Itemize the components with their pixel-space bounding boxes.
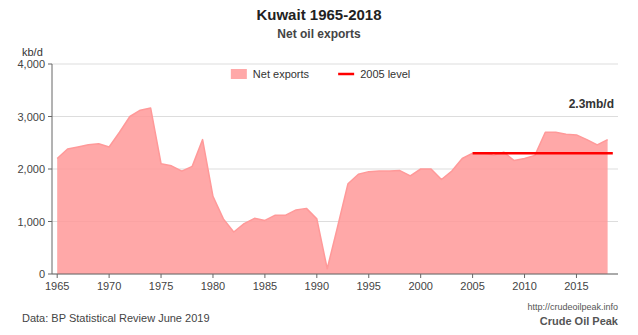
data-note: Data: BP Statistical Review June 2019 xyxy=(22,312,210,324)
x-tick xyxy=(264,274,265,278)
x-tick-label: 1970 xyxy=(97,280,121,292)
x-tick-label: 1985 xyxy=(253,280,277,292)
area xyxy=(57,108,607,274)
x-tick xyxy=(524,274,525,278)
x-tick xyxy=(368,274,369,278)
y-tick xyxy=(48,169,52,170)
x-tick-label: 1975 xyxy=(149,280,173,292)
x-tick xyxy=(576,274,577,278)
y-tick-label: 2,000 xyxy=(17,163,45,175)
x-tick xyxy=(316,274,317,278)
x-tick-label: 2015 xyxy=(564,280,588,292)
subtitle: Net oil exports xyxy=(277,27,361,41)
grid xyxy=(52,64,618,274)
grid-line xyxy=(52,274,618,275)
x-tick xyxy=(212,274,213,278)
x-tick xyxy=(109,274,110,278)
legend-swatch xyxy=(231,69,247,79)
x-tick xyxy=(472,274,473,278)
line xyxy=(473,152,613,155)
x-tick-label: 2005 xyxy=(460,280,484,292)
x-tick xyxy=(420,274,421,278)
x-tick-label: 2010 xyxy=(512,280,536,292)
x-axis-line xyxy=(52,274,618,275)
y-tick-label: 3,000 xyxy=(17,111,45,123)
y-tick-label: 4,000 xyxy=(17,58,45,70)
y-tick xyxy=(48,116,52,117)
x-tick xyxy=(161,274,162,278)
y-tick-label: 0 xyxy=(39,268,45,280)
grid-line xyxy=(52,64,618,65)
y-tick xyxy=(48,64,52,65)
credit: Crude Oil Peak xyxy=(540,315,619,327)
x-tick xyxy=(57,274,58,278)
marks xyxy=(57,108,613,274)
x-tick-label: 1980 xyxy=(201,280,225,292)
x-tick-label: 1965 xyxy=(45,280,69,292)
legend-label: 2005 level xyxy=(360,68,410,80)
legend-swatch xyxy=(338,73,354,76)
title: Kuwait 1965-2018 xyxy=(256,6,381,23)
annotation: 2.3mb/d xyxy=(569,97,614,111)
x-tick-label: 2000 xyxy=(408,280,432,292)
y-axis-label: kb/d xyxy=(22,46,43,58)
chart: Kuwait 1965-2018 Net oil exports kb/d 0 1,00… xyxy=(0,0,638,335)
y-tick-label: 1,000 xyxy=(17,216,45,228)
x-tick-label: 1990 xyxy=(305,280,329,292)
legend: Net exports 2005 level xyxy=(231,68,410,80)
y-tick xyxy=(48,221,52,222)
credit-url: http://crudeoilpeak.info xyxy=(527,302,618,312)
y-axis-line xyxy=(52,64,53,274)
y-tick xyxy=(48,274,52,275)
x-tick-label: 1995 xyxy=(357,280,381,292)
legend-label: Net exports xyxy=(253,68,310,80)
area-line xyxy=(57,108,607,269)
